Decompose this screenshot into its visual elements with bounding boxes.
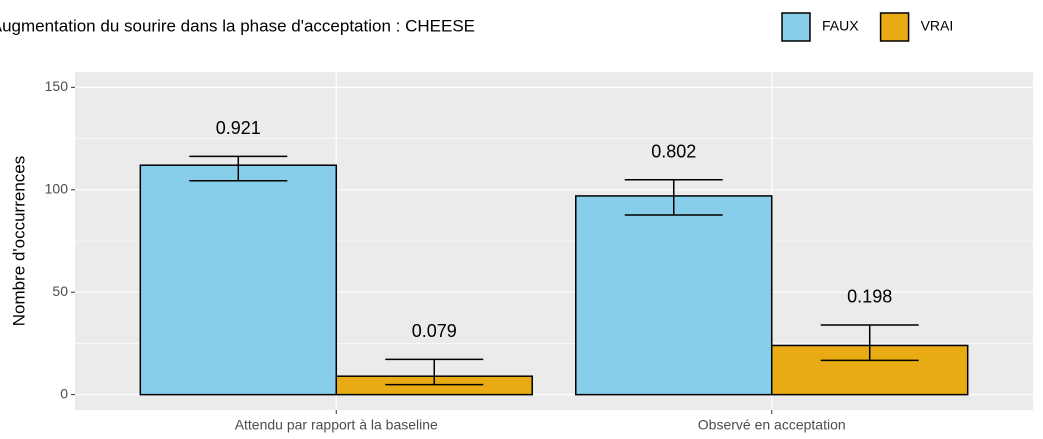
bar: [575, 195, 773, 396]
data-label: 0.198: [847, 287, 892, 307]
error-bar: [385, 358, 484, 386]
y-tick-label: 100: [45, 180, 69, 196]
legend-title: Augmentation du sourire dans la phase d'…: [0, 16, 475, 35]
data-label: 0.921: [216, 118, 261, 138]
legend-label: FAUX: [822, 18, 859, 34]
data-label: 0.802: [651, 142, 696, 162]
y-tick-label: 50: [52, 283, 68, 299]
x-tick-label: Observé en acceptation: [698, 417, 846, 433]
legend-label: VRAI: [921, 18, 954, 34]
x-tick-label: Attendu par rapport à la baseline: [235, 417, 438, 433]
error-bar: [820, 324, 919, 362]
error-bar: [624, 179, 723, 216]
legend-key: [781, 12, 811, 42]
y-tick-label: 150: [45, 78, 69, 94]
bar: [139, 164, 338, 396]
y-tick-label: 0: [60, 385, 68, 401]
data-label: 0.079: [412, 321, 457, 341]
legend-key: [879, 12, 910, 42]
y-axis-label: Nombre d'occurrences: [9, 156, 28, 326]
error-bar: [189, 155, 288, 182]
